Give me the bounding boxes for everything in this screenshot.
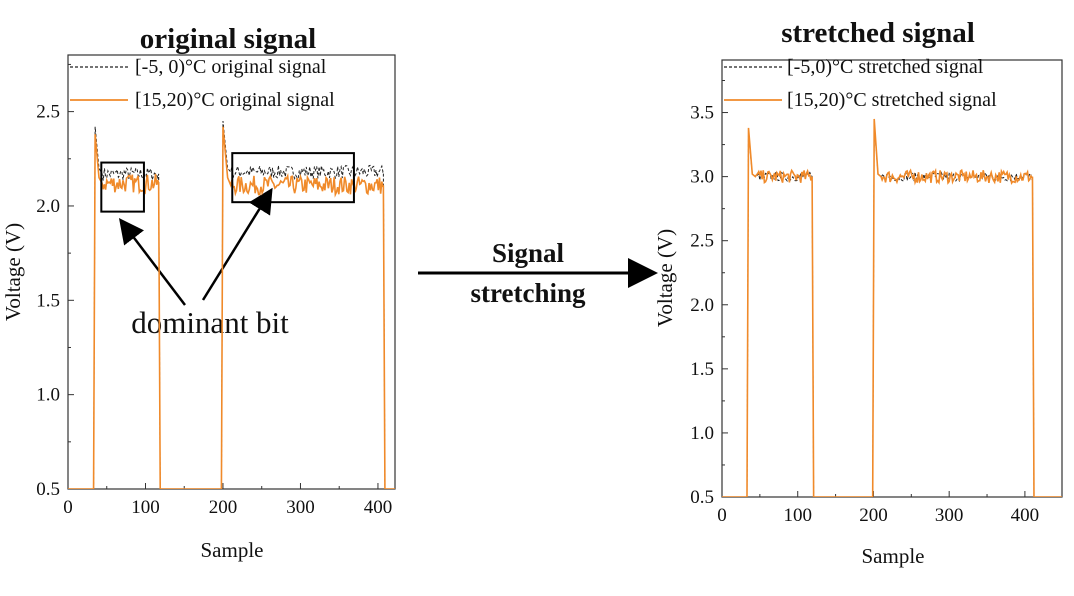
- right-plot-frame: [721, 59, 1063, 498]
- left-y-axis-label: Voltage (V): [1, 223, 25, 321]
- right-y-tick-label: 3.0: [690, 167, 714, 188]
- annotation-arrow-left: [118, 218, 186, 306]
- right-y-tick-label: 2.0: [690, 295, 714, 316]
- right-y-axis-label: Voltage (V): [653, 229, 677, 327]
- left-x-tick-label: 100: [131, 497, 160, 518]
- arrow-label-line1: Signal: [492, 238, 565, 268]
- left-chart: 0 100 200 300 400 0.5 1.0 1.5 2.0 2.5 [-5, 0)°C or…: [36, 54, 396, 518]
- left-highlight-box: [100, 161, 145, 213]
- left-series-solid: [68, 126, 395, 489]
- left-x-tick-label: 0: [63, 497, 73, 518]
- left-series-dashed: [68, 120, 395, 489]
- left-y-tick-label: 1.0: [36, 385, 60, 406]
- arrow-label-line2: stretching: [471, 278, 586, 308]
- right-x-tick-label: 300: [935, 505, 964, 526]
- right-x-tick-label: 200: [859, 505, 888, 526]
- left-plot-frame: [67, 54, 396, 490]
- left-x-tick-label: 400: [364, 497, 393, 518]
- left-x-tick-label: 200: [209, 497, 238, 518]
- right-x-tick-label: 400: [1011, 505, 1040, 526]
- left-y-tick-label: 1.5: [36, 290, 60, 311]
- right-legend-entry: [15,20)°C stretched signal: [787, 89, 997, 111]
- left-legend-entry: [-5, 0)°C original signal: [135, 56, 327, 78]
- right-chart: 0 100 200 300 400 0.5 1.0 1.5 2.0 2.5 3.0 3.5 [-5,0)…: [690, 56, 1063, 526]
- right-x-tick-label: 100: [783, 505, 812, 526]
- left-x-axis-label: Sample: [201, 538, 264, 562]
- annotation-arrow-right: [201, 187, 273, 301]
- left-y-tick-label: 2.5: [36, 102, 60, 123]
- right-legend-entry: [-5,0)°C stretched signal: [787, 56, 984, 78]
- right-x-tick-label: 0: [717, 505, 727, 526]
- left-x-tick-label: 300: [286, 497, 315, 518]
- right-y-tick-label: 0.5: [690, 487, 714, 508]
- right-chart-title: stretched signal: [781, 17, 975, 49]
- left-y-tick-label: 0.5: [36, 479, 60, 500]
- dominant-bit-annotation: dominant bit: [131, 305, 289, 340]
- right-y-tick-label: 2.5: [690, 231, 714, 252]
- right-y-tick-label: 1.5: [690, 359, 714, 380]
- left-chart-title: original signal: [140, 23, 316, 55]
- left-legend-entry: [15,20)°C original signal: [135, 89, 335, 111]
- left-highlight-box: [231, 152, 355, 204]
- right-y-tick-label: 1.0: [690, 423, 714, 444]
- left-y-tick-label: 2.0: [36, 196, 60, 217]
- right-y-tick-label: 3.5: [690, 103, 714, 124]
- right-x-axis-label: Sample: [862, 544, 925, 568]
- right-series-dashed: [722, 122, 1062, 497]
- right-series-solid: [722, 118, 1062, 497]
